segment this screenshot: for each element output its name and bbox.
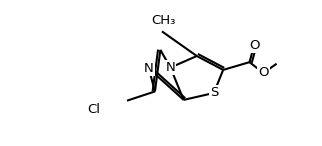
Text: O: O	[249, 39, 260, 52]
Text: N: N	[144, 62, 154, 75]
Text: Cl: Cl	[88, 103, 101, 116]
Text: N: N	[166, 61, 175, 74]
Text: CH₃: CH₃	[151, 14, 176, 27]
Text: S: S	[210, 86, 218, 99]
Text: O: O	[258, 66, 269, 79]
